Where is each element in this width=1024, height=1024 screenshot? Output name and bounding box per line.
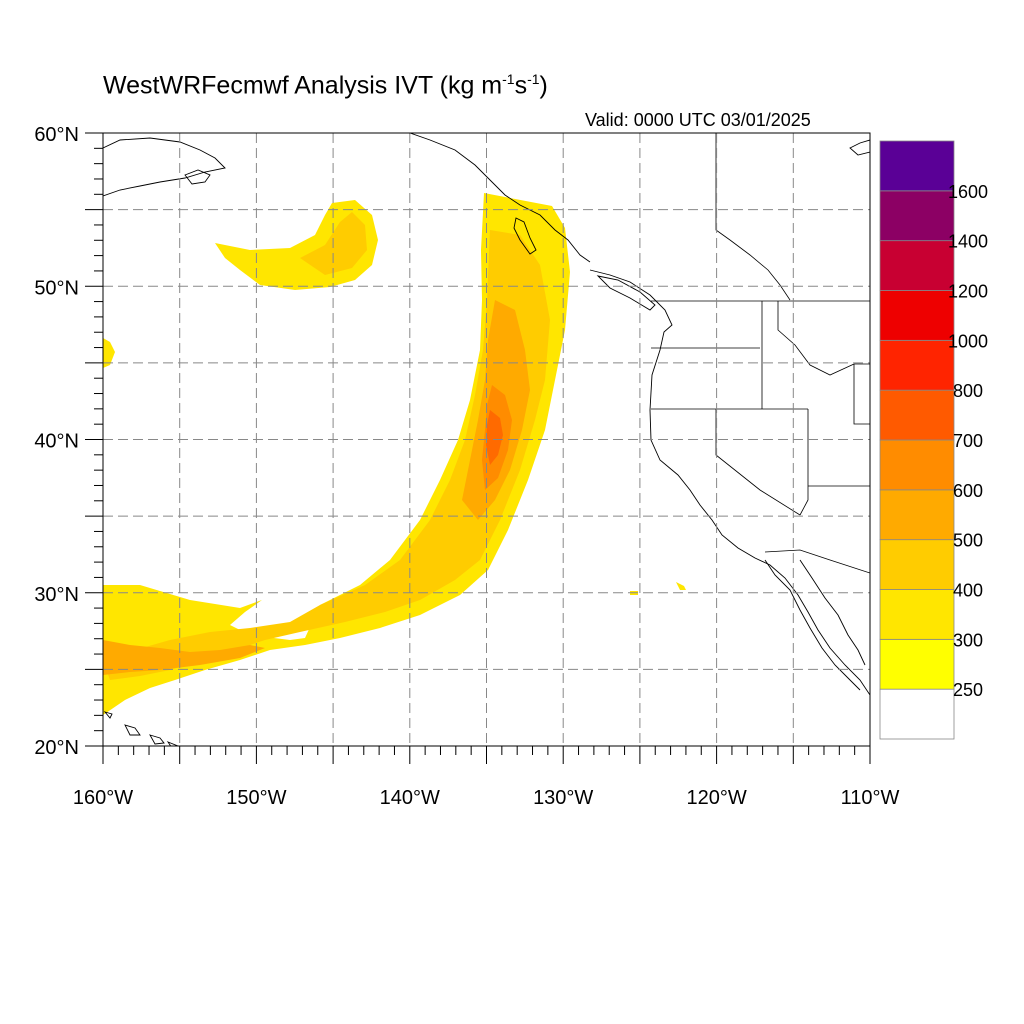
colorbar-label: 400	[953, 581, 983, 601]
political-borders	[651, 133, 870, 574]
colorbar-label: 800	[953, 381, 983, 401]
lat-tick-label: 50°N	[34, 277, 79, 299]
coastlines	[103, 133, 870, 746]
alaska-canada-border	[715, 133, 791, 301]
map-title: WestWRFecmwf Analysis IVT (kg m-1s-1)	[103, 71, 548, 100]
colorbar-label: 1400	[948, 232, 988, 252]
ivt-river-300	[103, 193, 570, 715]
lat-tick-label: 60°N	[34, 124, 79, 146]
colorbar-box	[879, 489, 955, 541]
vancouver-island	[596, 275, 656, 311]
kodiak-islands	[184, 169, 211, 185]
grid-lines	[103, 133, 870, 746]
alaska-coast	[103, 137, 226, 197]
lon-tick-label: 130°W	[533, 787, 593, 809]
colorbar-box	[879, 240, 955, 291]
gulf-of-california	[799, 559, 866, 666]
colorbar-label: 1200	[948, 282, 988, 302]
colorbar-box	[879, 688, 955, 740]
lon-tick-label: 140°W	[380, 787, 440, 809]
panhandle-coast	[409, 133, 591, 263]
colorbar-label: 500	[953, 531, 983, 551]
colorbar-box	[879, 539, 955, 590]
ivt-blob-west	[103, 338, 115, 368]
ivt-river-400	[103, 230, 550, 680]
colorbar-label: 300	[953, 630, 983, 650]
lon-tick-label: 150°W	[226, 787, 286, 809]
colorbar-box	[879, 339, 955, 391]
lat-tick-label: 30°N	[34, 584, 79, 606]
axis-ticks	[85, 132, 871, 764]
axis-tick-labels: 60°N 50°N 40°N 30°N 20°N 160°W 150°W 140°W 130°W…	[34, 124, 899, 809]
ut-wy	[853, 363, 870, 425]
colorbar-box	[879, 389, 955, 441]
colorbar-labels: 250 300 400 500 600 700 800 1000 1200 1400 1600	[948, 182, 988, 700]
colorbar-boxes	[879, 140, 955, 740]
ivt-blob-south-inner	[103, 640, 265, 675]
ivt-speck-2	[676, 582, 686, 590]
hawaii	[103, 711, 180, 746]
colorbar-box	[879, 638, 955, 690]
haida-gwaii	[513, 217, 537, 255]
lon-tick-label: 120°W	[686, 787, 746, 809]
us-mexico-border	[764, 549, 870, 574]
colorbar-label: 600	[953, 481, 983, 501]
ca-nv-border	[715, 409, 801, 516]
colorbar-box	[879, 439, 955, 491]
mt-id	[777, 301, 855, 376]
lat-tick-label: 20°N	[34, 737, 79, 759]
baja-peninsula	[764, 559, 861, 691]
lon-tick-label: 110°W	[841, 787, 900, 809]
lat-tick-label: 40°N	[34, 431, 79, 453]
colorbar-box	[879, 589, 955, 640]
valid-time: Valid: 0000 UTC 03/01/2025	[585, 110, 811, 130]
colorbar-box	[879, 190, 955, 242]
alaska-right	[849, 139, 870, 156]
colorbar-box	[879, 290, 955, 341]
lon-tick-label: 160°W	[73, 787, 133, 809]
ivt-shading	[103, 193, 686, 715]
colorbar-label: 250	[953, 680, 983, 700]
colorbar-label: 1600	[948, 182, 988, 202]
colorbar-label: 700	[953, 431, 983, 451]
pacific-nw-coast	[589, 269, 870, 696]
ivt-river-700	[486, 410, 503, 465]
colorbar-box	[879, 140, 955, 192]
colorbar-label: 1000	[948, 331, 988, 351]
